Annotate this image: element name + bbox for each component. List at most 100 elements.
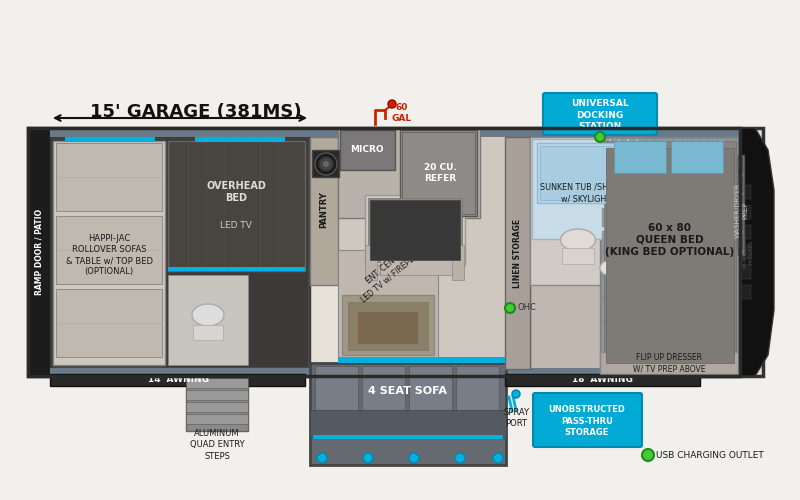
Bar xyxy=(456,366,499,411)
Bar xyxy=(315,366,358,411)
Bar xyxy=(50,374,305,386)
Bar xyxy=(647,254,654,273)
Bar xyxy=(665,208,672,227)
Bar xyxy=(741,265,751,279)
Bar xyxy=(562,248,594,264)
Bar xyxy=(738,155,744,255)
Text: WASHER/DRYER
PREP: WASHER/DRYER PREP xyxy=(735,182,749,238)
Bar xyxy=(611,139,618,158)
Bar xyxy=(620,231,627,250)
Text: SPRAY
PORT: SPRAY PORT xyxy=(503,408,529,428)
Polygon shape xyxy=(740,128,774,376)
Bar xyxy=(186,376,248,431)
Bar xyxy=(741,245,751,259)
Bar xyxy=(365,195,465,265)
Circle shape xyxy=(319,157,333,171)
Bar xyxy=(604,141,736,367)
Bar xyxy=(380,250,455,275)
Bar xyxy=(186,390,248,400)
Bar xyxy=(611,323,618,342)
Bar xyxy=(611,162,618,181)
Bar xyxy=(362,366,405,411)
Bar xyxy=(683,185,690,204)
Bar xyxy=(738,158,743,173)
Text: LINEN STORAGE: LINEN STORAGE xyxy=(513,218,522,288)
Bar xyxy=(620,254,627,273)
Bar xyxy=(692,346,699,365)
Bar xyxy=(656,208,663,227)
Bar xyxy=(620,139,627,158)
Bar xyxy=(665,162,672,181)
Bar xyxy=(674,162,681,181)
Text: 60 x 80
QUEEN BED
(KING BED OPTIONAL): 60 x 80 QUEEN BED (KING BED OPTIONAL) xyxy=(606,222,734,258)
Bar xyxy=(674,208,681,227)
Bar xyxy=(338,137,505,369)
FancyBboxPatch shape xyxy=(543,93,657,135)
Ellipse shape xyxy=(192,304,224,326)
Bar xyxy=(186,414,248,424)
Bar xyxy=(56,289,162,357)
Text: LED TV: LED TV xyxy=(220,220,252,230)
Bar xyxy=(614,141,666,173)
Bar xyxy=(606,148,734,363)
Circle shape xyxy=(315,153,337,175)
Bar xyxy=(629,208,636,227)
Bar xyxy=(656,231,663,250)
Bar xyxy=(50,368,740,377)
Text: MOMENTUM
M-CLASS: MOMENTUM M-CLASS xyxy=(742,236,754,268)
Bar xyxy=(193,325,223,340)
Bar xyxy=(338,128,480,218)
Bar xyxy=(665,231,672,250)
Bar xyxy=(701,346,708,365)
Bar xyxy=(647,139,654,158)
Bar xyxy=(65,137,155,142)
Bar xyxy=(656,139,663,158)
Text: ALUMINUM
QUAD ENTRY
STEPS: ALUMINUM QUAD ENTRY STEPS xyxy=(190,430,244,460)
Bar xyxy=(602,323,609,342)
Bar xyxy=(665,323,672,342)
Bar xyxy=(647,277,654,296)
Bar xyxy=(701,323,708,342)
Bar xyxy=(719,323,726,342)
Bar xyxy=(692,323,699,342)
Bar xyxy=(602,231,609,250)
Bar xyxy=(186,402,248,412)
Bar xyxy=(701,231,708,250)
Bar xyxy=(738,177,743,192)
Circle shape xyxy=(317,453,327,463)
Bar xyxy=(400,130,477,216)
Bar xyxy=(674,323,681,342)
Circle shape xyxy=(455,453,465,463)
Bar xyxy=(620,162,627,181)
Bar xyxy=(710,208,717,227)
Bar xyxy=(611,208,618,227)
Bar xyxy=(665,277,672,296)
Bar xyxy=(674,254,681,273)
Bar xyxy=(692,162,699,181)
Bar xyxy=(692,300,699,319)
Bar xyxy=(505,374,700,386)
Bar xyxy=(629,231,636,250)
Bar xyxy=(452,245,464,280)
Bar xyxy=(674,346,681,365)
Bar xyxy=(537,143,635,203)
Bar xyxy=(620,208,627,227)
Bar xyxy=(638,323,645,342)
Bar xyxy=(310,137,338,285)
Bar xyxy=(674,231,681,250)
Bar xyxy=(683,323,690,342)
Bar xyxy=(710,277,717,296)
Bar xyxy=(629,346,636,365)
Circle shape xyxy=(642,449,654,461)
Bar xyxy=(409,366,452,411)
Bar xyxy=(638,346,645,365)
Bar xyxy=(340,130,395,170)
Bar xyxy=(402,132,475,214)
Bar xyxy=(719,185,726,204)
Bar xyxy=(665,346,672,365)
Bar xyxy=(719,346,726,365)
Bar xyxy=(710,139,717,158)
Circle shape xyxy=(512,390,520,398)
Bar xyxy=(611,231,618,250)
Bar xyxy=(656,162,663,181)
